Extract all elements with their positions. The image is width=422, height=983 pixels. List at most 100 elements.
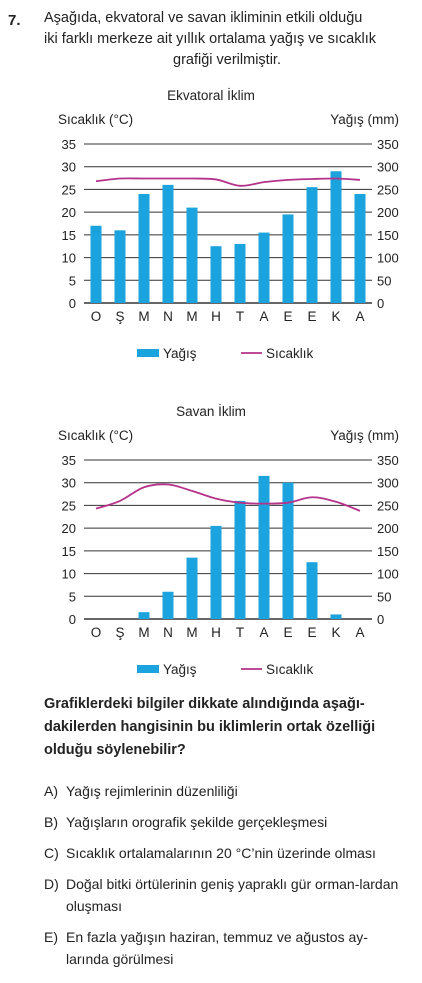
option-e[interactable]: E) En fazla yağışın haziran, temmuz ve a… (44, 926, 410, 970)
answer-options: A) Yağış rejimlerinin düzenliliği B) Yağ… (44, 780, 410, 979)
precip-bar (186, 207, 198, 303)
month-tick-label: E (283, 309, 292, 324)
legend-bar-label: Yağış (163, 662, 197, 677)
precip-bar (90, 225, 102, 303)
precip-bar (186, 557, 198, 619)
right-tick-label: 50 (377, 589, 391, 604)
left-axis-label: Sıcaklık (°C) (58, 112, 133, 127)
right-tick-label: 200 (377, 521, 399, 536)
ekvatoral-chart: Ekvatoral İklim Sıcaklık (°C) Yağış (mm) 35… (58, 88, 399, 361)
right-tick-label: 300 (377, 476, 399, 491)
month-tick-label: M (186, 625, 197, 640)
right-tick-label: 50 (377, 273, 391, 288)
option-a-text: Yağış rejimlerinin düzenliliği (66, 783, 238, 799)
prompt-line-3: olduğu söylenebilir? (44, 742, 186, 758)
option-d-text: Doğal bitki örtülerinin geniş yapraklı g… (66, 876, 399, 914)
intro-line-3: grafiği verilmiştir. (173, 52, 281, 68)
savan-chart: Savan İklim Sıcaklık (°C) Yağış (mm) 35 350 3… (58, 404, 399, 677)
left-tick-label: 0 (69, 612, 76, 627)
right-tick-label: 150 (377, 544, 399, 559)
precip-bar (282, 214, 294, 303)
month-tick-label: N (163, 625, 173, 640)
left-axis-label: Sıcaklık (°C) (58, 428, 133, 443)
precip-bar (234, 500, 246, 619)
left-tick-label: 35 (62, 453, 76, 468)
precip-bar (138, 193, 150, 303)
month-tick-label: M (138, 309, 149, 324)
precip-bar (258, 475, 270, 619)
month-tick-label: T (236, 625, 244, 640)
month-tick-label: Ş (115, 625, 124, 640)
legend-bar-swatch (137, 665, 159, 673)
precip-bar (330, 171, 342, 303)
left-tick-label: 30 (62, 160, 76, 175)
question-prompt: Grafiklerdeki bilgiler dikkate alındığın… (44, 693, 410, 762)
right-tick-label: 100 (377, 251, 399, 266)
precip-bar (114, 230, 126, 303)
left-tick-label: 25 (62, 498, 76, 513)
legend-bar-label: Yağış (163, 346, 197, 361)
option-a-letter: A) (44, 783, 58, 799)
option-e-text: En fazla yağışın haziran, temmuz ve ağus… (66, 929, 368, 967)
intro-line-1: Aşağıda, ekvatoral ve savan ikliminin et… (44, 10, 363, 26)
legend-bar-swatch (137, 349, 159, 357)
right-axis-label: Yağış (mm) (330, 428, 399, 443)
right-tick-label: 350 (377, 453, 399, 468)
option-b[interactable]: B) Yağışların orografik şekilde gerçekle… (44, 811, 410, 833)
month-tick-label: O (91, 309, 102, 324)
precip-bar (282, 482, 294, 619)
month-tick-label: Ş (115, 309, 124, 324)
chart-title: Ekvatoral İklim (167, 88, 255, 103)
right-tick-label: 250 (377, 498, 399, 513)
option-d[interactable]: D) Doğal bitki örtülerinin geniş yaprakl… (44, 873, 410, 917)
left-tick-label: 25 (62, 182, 76, 197)
right-tick-label: 350 (377, 137, 399, 152)
question-intro: Aşağıda, ekvatoral ve savan ikliminin et… (44, 8, 410, 71)
precip-bar (234, 243, 246, 303)
option-c-text: Sıcaklık ortalamalarının 20 °C’nin üzeri… (66, 845, 376, 861)
left-tick-label: 35 (62, 137, 76, 152)
option-e-letter: E) (44, 929, 58, 945)
right-tick-label: 100 (377, 567, 399, 582)
option-d-letter: D) (44, 876, 59, 892)
temperature-line (95, 483, 361, 512)
precip-bar (330, 614, 342, 619)
month-tick-label: A (355, 309, 364, 324)
option-b-letter: B) (44, 814, 58, 830)
month-tick-label: E (283, 625, 292, 640)
option-c[interactable]: C) Sıcaklık ortalamalarının 20 °C’nin üz… (44, 842, 410, 864)
temperature-line (95, 177, 361, 187)
left-tick-label: 10 (62, 251, 76, 266)
legend-line-label: Sıcaklık (266, 346, 314, 361)
left-tick-label: 0 (69, 296, 76, 311)
precip-bar (258, 232, 270, 303)
option-a[interactable]: A) Yağış rejimlerinin düzenliliği (44, 780, 410, 802)
question-number: 7. (8, 12, 21, 29)
right-tick-label: 250 (377, 182, 399, 197)
right-tick-label: 200 (377, 205, 399, 220)
option-c-letter: C) (44, 845, 59, 861)
left-tick-label: 15 (62, 228, 76, 243)
prompt-line-1: Grafiklerdeki bilgiler dikkate alındığın… (44, 696, 365, 712)
month-tick-label: N (163, 309, 173, 324)
left-tick-label: 20 (62, 521, 76, 536)
month-tick-label: E (307, 309, 316, 324)
left-tick-label: 30 (62, 476, 76, 491)
month-tick-label: K (331, 309, 340, 324)
right-tick-label: 0 (377, 612, 384, 627)
left-tick-label: 5 (69, 273, 76, 288)
left-tick-label: 5 (69, 589, 76, 604)
right-tick-label: 300 (377, 160, 399, 175)
precip-bar (306, 187, 318, 303)
precip-bar (306, 562, 318, 619)
option-b-text: Yağışların orografik şekilde gerçekleşme… (66, 814, 328, 830)
month-tick-label: E (307, 625, 316, 640)
precip-bar (162, 184, 174, 303)
intro-line-2: iki farklı merkeze ait yıllık ortalama y… (44, 31, 376, 47)
chart-title: Savan İklim (176, 404, 246, 419)
precip-bar (210, 525, 222, 619)
prompt-line-2: dakilerden hangisinin bu iklimlerin orta… (44, 719, 376, 735)
month-tick-label: M (138, 625, 149, 640)
month-tick-label: A (355, 625, 364, 640)
right-axis-label: Yağış (mm) (330, 112, 399, 127)
